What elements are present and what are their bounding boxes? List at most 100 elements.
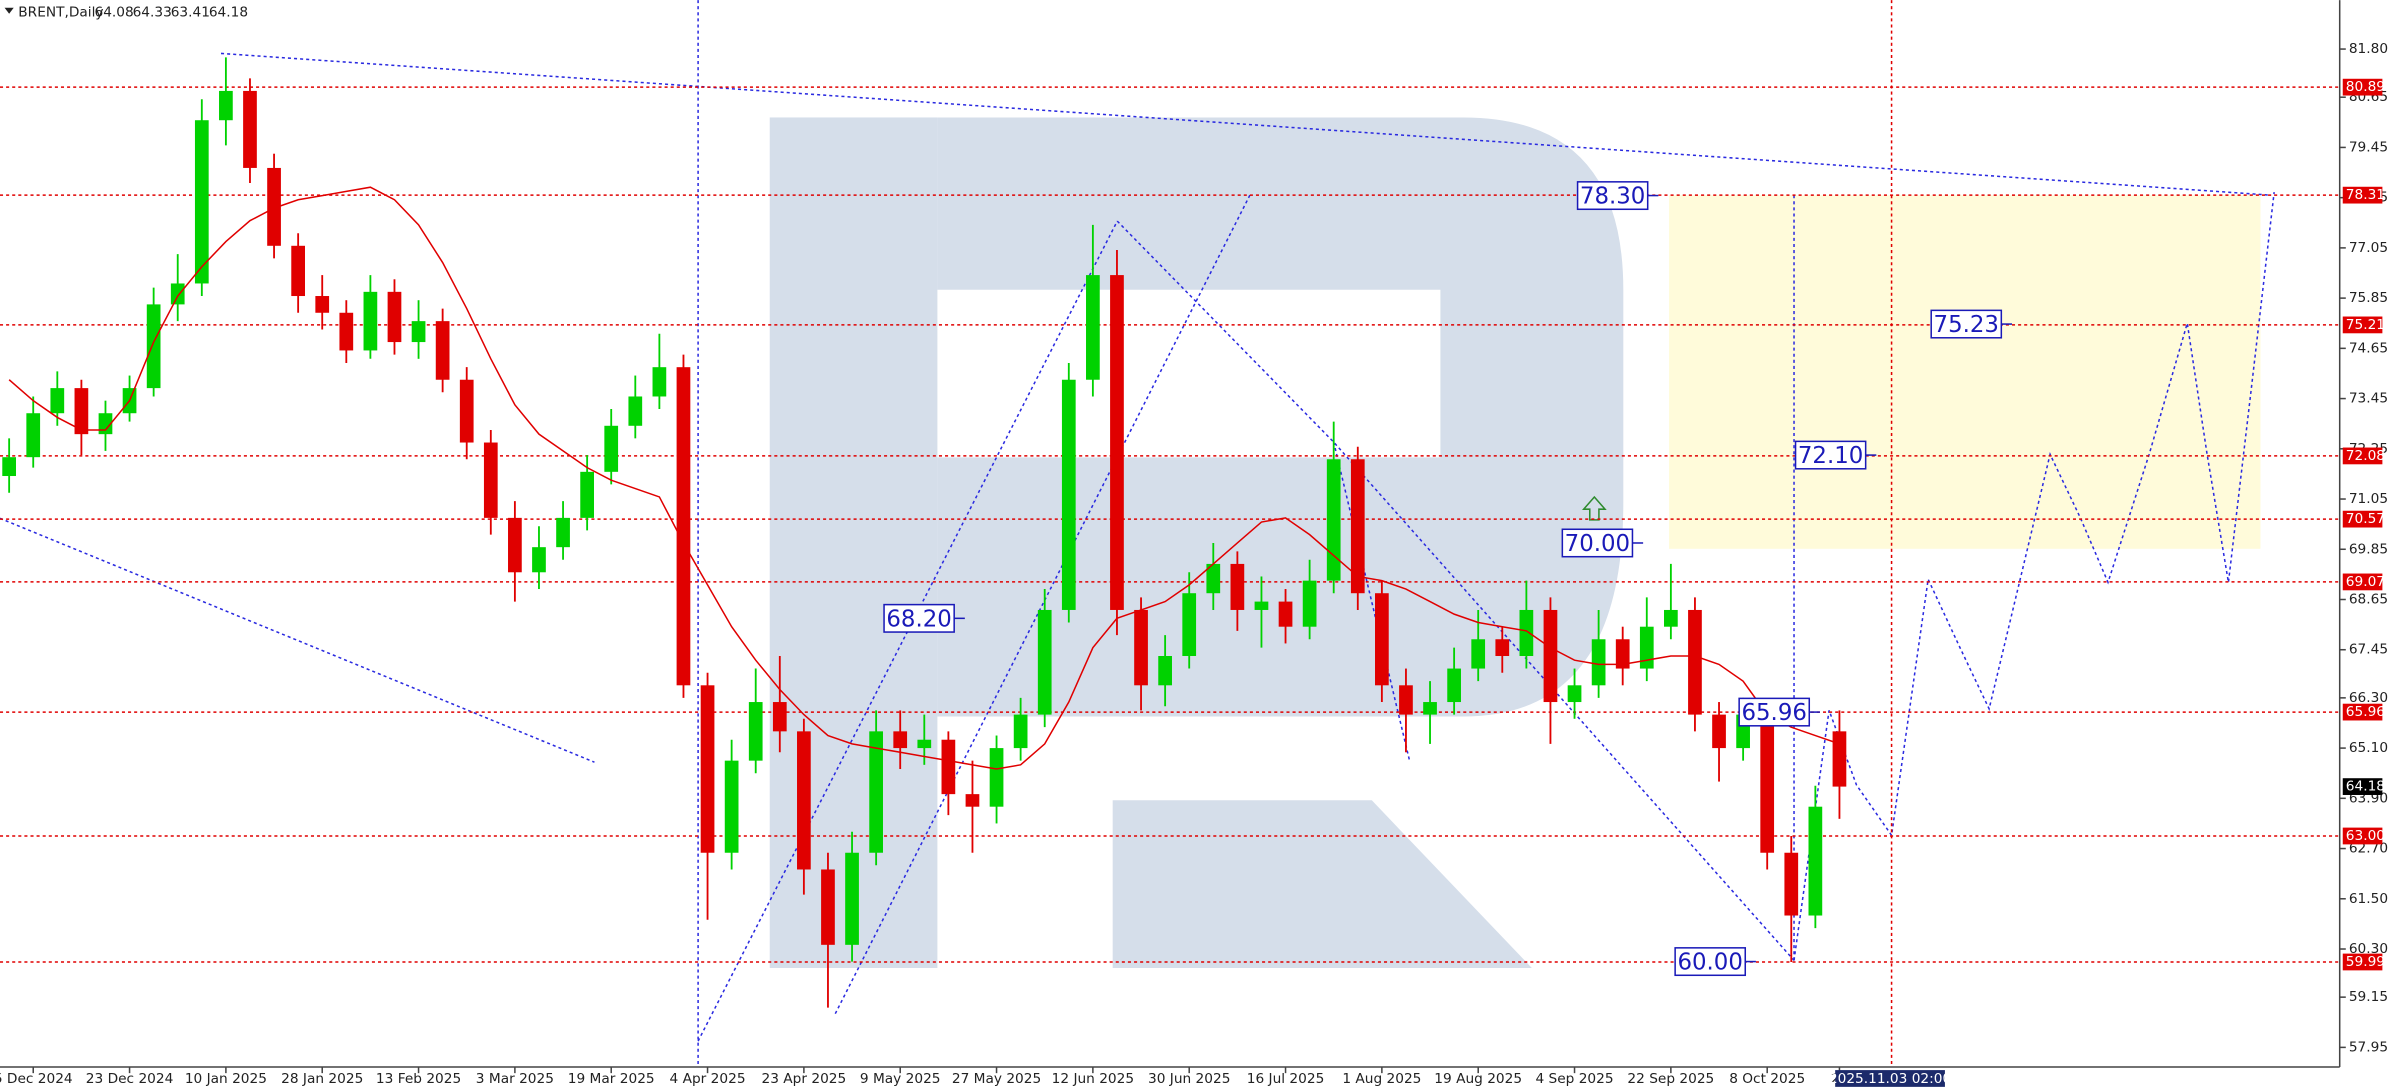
candle-body [387, 291, 402, 343]
x-tick-label: 27 May 2025 [952, 1071, 1041, 1087]
candle-body [1447, 668, 1461, 703]
candle-body [604, 425, 619, 472]
candle-body [1664, 609, 1678, 627]
candle-body [1784, 852, 1799, 916]
candle-body [797, 731, 811, 870]
candle-body [1134, 609, 1148, 686]
candle-body [459, 379, 474, 443]
candle-body [869, 731, 883, 853]
y-tick-label: 57.95 [2349, 1039, 2388, 1055]
trendline [834, 194, 1251, 1015]
cursor-time-bg [1835, 1070, 1945, 1087]
candle-body [893, 731, 908, 749]
x-tick-label: 19 Aug 2025 [1434, 1071, 1522, 1087]
candle-body [1061, 379, 1076, 610]
candle-body [1808, 806, 1823, 916]
y-tick-label: 67.45 [2349, 642, 2388, 658]
candle-body [772, 702, 787, 732]
candle-body [98, 413, 113, 435]
candle-body [1543, 609, 1558, 703]
candle-body [1519, 609, 1534, 657]
candle-body [1615, 639, 1630, 669]
candle-body [26, 413, 41, 458]
candle-body [1591, 639, 1606, 686]
annotation-box [1674, 947, 1747, 977]
candle-body [1712, 714, 1726, 749]
candle-body [2, 457, 17, 477]
candle-body [1639, 626, 1654, 669]
candle-body [1399, 685, 1413, 715]
ohlc-low: 63.41 [171, 4, 210, 20]
candle-body [1760, 714, 1775, 853]
annotation-box [883, 603, 955, 633]
last-price-label: 64.18 [2346, 779, 2385, 795]
candle-body [989, 748, 1004, 807]
candle-body [1182, 593, 1197, 657]
candle-body [652, 367, 667, 397]
level-label: 78.31 [2346, 187, 2385, 203]
level-label: 80.89 [2346, 79, 2385, 95]
candle-body [411, 321, 426, 343]
forecast-path [1793, 192, 2275, 961]
x-tick-label: 28 Jan 2025 [281, 1071, 363, 1087]
level-label-bg [2342, 827, 2383, 845]
candle-body [1158, 656, 1172, 686]
x-tick-label: 1 Aug 2025 [1342, 1071, 1421, 1087]
x-tick-label: 23 Dec 2024 [86, 1071, 174, 1087]
level-label-bg [2342, 316, 2383, 334]
candle-body [146, 304, 161, 389]
candle-body [1086, 275, 1100, 380]
x-tick-label: 19 Mar 2025 [568, 1071, 655, 1087]
drawings [0, 0, 2275, 1068]
candle-body [1688, 609, 1702, 715]
annotation-label: 68.20 [886, 606, 951, 632]
x-tick-label: 8 Oct 2025 [1729, 1071, 1805, 1087]
candle-body [748, 702, 763, 761]
y-tick-label: 69.85 [2349, 541, 2388, 557]
candle-body [508, 517, 522, 573]
x-tick-label: 16 Jul 2025 [1247, 1071, 1325, 1087]
candle-body [1567, 685, 1582, 703]
candle-body [1423, 702, 1437, 715]
level-label-bg [2342, 510, 2383, 528]
x-tick-label: 13 Feb 2025 [376, 1071, 461, 1087]
level-label-bg [2342, 953, 2383, 971]
trendline [697, 220, 1118, 1042]
candle-body [628, 396, 643, 426]
x-tick-label: 10 Jan 2025 [185, 1071, 267, 1087]
annotation-label: 78.30 [1580, 184, 1645, 210]
level-label: 63.00 [2346, 828, 2385, 844]
candle-body [941, 739, 956, 795]
y-tick-label: 66.30 [2349, 690, 2388, 706]
logo-leg [1112, 800, 1532, 968]
candle-body [1278, 601, 1293, 627]
watermark [769, 117, 1624, 968]
level-label-bg [2342, 78, 2383, 96]
ohlc-open: 64.08 [95, 4, 134, 20]
candle-body [1375, 593, 1389, 686]
x-tick-label: 4 Apr 2025 [670, 1071, 746, 1087]
y-tick-label: 68.65 [2349, 591, 2388, 607]
level-label: 69.07 [2346, 574, 2385, 590]
y-tick-label: 75.85 [2349, 290, 2388, 306]
candle-body [1302, 580, 1317, 627]
candle-body [291, 245, 305, 297]
candle-body [1037, 609, 1052, 715]
level-label: 65.96 [2346, 704, 2385, 720]
trendline [220, 52, 2272, 196]
candle-body [50, 388, 65, 414]
candle-body [724, 760, 739, 853]
annotation-label: 60.00 [1677, 950, 1742, 976]
annotation-box [1561, 528, 1634, 558]
candle-body [243, 90, 257, 168]
ohlc-high: 64.33 [133, 4, 172, 20]
x-tick-label: 12 Jun 2025 [1052, 1071, 1134, 1087]
candle-body [917, 739, 932, 749]
candle-body [74, 388, 89, 435]
x-tick-label: 3 Mar 2025 [476, 1071, 554, 1087]
candle-body [700, 685, 715, 853]
candle-body [556, 517, 570, 548]
candle-body [1013, 714, 1028, 749]
